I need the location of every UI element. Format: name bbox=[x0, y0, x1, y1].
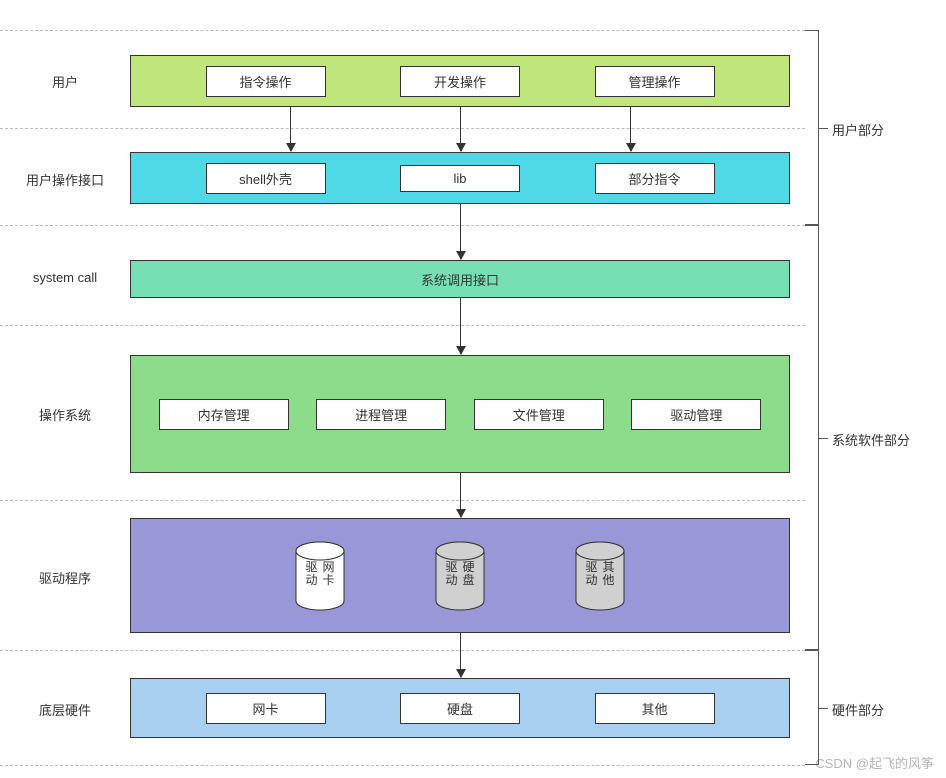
driver-cyl-label: 网卡驱动 bbox=[303, 560, 337, 595]
os-item: 文件管理 bbox=[474, 399, 604, 430]
row-label-driver: 驱动程序 bbox=[0, 568, 130, 587]
bracket-user-part bbox=[805, 30, 819, 225]
divider bbox=[0, 128, 805, 129]
user-item: 开发操作 bbox=[400, 66, 520, 97]
bracket-hw-part bbox=[805, 650, 819, 765]
arrow-down bbox=[460, 473, 461, 517]
row-label-os: 操作系统 bbox=[0, 405, 130, 424]
bracket-label-sys: 系统软件部分 bbox=[832, 430, 932, 449]
layer-user-interface: shell外壳 lib 部分指令 bbox=[130, 152, 790, 204]
driver-cylinder: 硬盘驱动 bbox=[435, 541, 485, 611]
arrow-down bbox=[460, 204, 461, 259]
arrow-down bbox=[460, 107, 461, 151]
arrow-down bbox=[460, 298, 461, 354]
user-item: 指令操作 bbox=[206, 66, 326, 97]
divider bbox=[0, 765, 805, 766]
row-label-syscall: system call bbox=[0, 270, 130, 285]
row-label-hardware: 底层硬件 bbox=[0, 700, 130, 719]
os-item: 进程管理 bbox=[316, 399, 446, 430]
hw-item: 硬盘 bbox=[400, 693, 520, 724]
hw-item: 网卡 bbox=[206, 693, 326, 724]
divider bbox=[0, 500, 805, 501]
ui-item: 部分指令 bbox=[595, 163, 715, 194]
driver-cylinder: 其他驱动 bbox=[575, 541, 625, 611]
driver-cyl-label: 硬盘驱动 bbox=[443, 560, 477, 595]
arrow-down bbox=[460, 633, 461, 677]
row-label-user-interface: 用户操作接口 bbox=[0, 170, 130, 189]
hw-item: 其他 bbox=[595, 693, 715, 724]
layer-os: 内存管理 进程管理 文件管理 驱动管理 bbox=[130, 355, 790, 473]
bracket-label-hw: 硬件部分 bbox=[832, 700, 932, 719]
divider bbox=[0, 30, 805, 31]
arrow-down bbox=[290, 107, 291, 151]
layer-hardware: 网卡 硬盘 其他 bbox=[130, 678, 790, 738]
arrow-down bbox=[630, 107, 631, 151]
divider bbox=[0, 325, 805, 326]
layer-driver: 网卡驱动 硬盘驱动 其他驱动 bbox=[130, 518, 790, 633]
os-item: 驱动管理 bbox=[631, 399, 761, 430]
os-item: 内存管理 bbox=[159, 399, 289, 430]
layer-syscall: 系统调用接口 bbox=[130, 260, 790, 298]
ui-item: lib bbox=[400, 165, 520, 192]
syscall-center: 系统调用接口 bbox=[421, 270, 499, 289]
bracket-sys-part bbox=[805, 225, 819, 650]
row-label-user: 用户 bbox=[0, 72, 130, 91]
system-architecture-diagram: 用户 指令操作 开发操作 管理操作 用户操作接口 shell外壳 lib 部分指… bbox=[0, 0, 946, 778]
driver-cyl-label: 其他驱动 bbox=[583, 560, 617, 595]
ui-item: shell外壳 bbox=[206, 163, 326, 194]
layer-user: 指令操作 开发操作 管理操作 bbox=[130, 55, 790, 107]
divider bbox=[0, 650, 805, 651]
bracket-label-user: 用户部分 bbox=[832, 120, 932, 139]
divider bbox=[0, 225, 805, 226]
user-item: 管理操作 bbox=[595, 66, 715, 97]
watermark: CSDN @起飞的风筝 bbox=[815, 753, 934, 772]
driver-cylinder: 网卡驱动 bbox=[295, 541, 345, 611]
